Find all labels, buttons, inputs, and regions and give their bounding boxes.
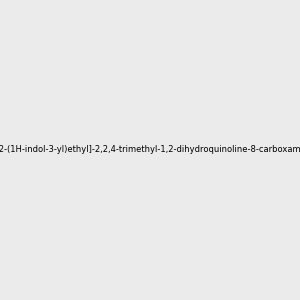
- Text: N-[2-(1H-indol-3-yl)ethyl]-2,2,4-trimethyl-1,2-dihydroquinoline-8-carboxamide: N-[2-(1H-indol-3-yl)ethyl]-2,2,4-trimeth…: [0, 146, 300, 154]
